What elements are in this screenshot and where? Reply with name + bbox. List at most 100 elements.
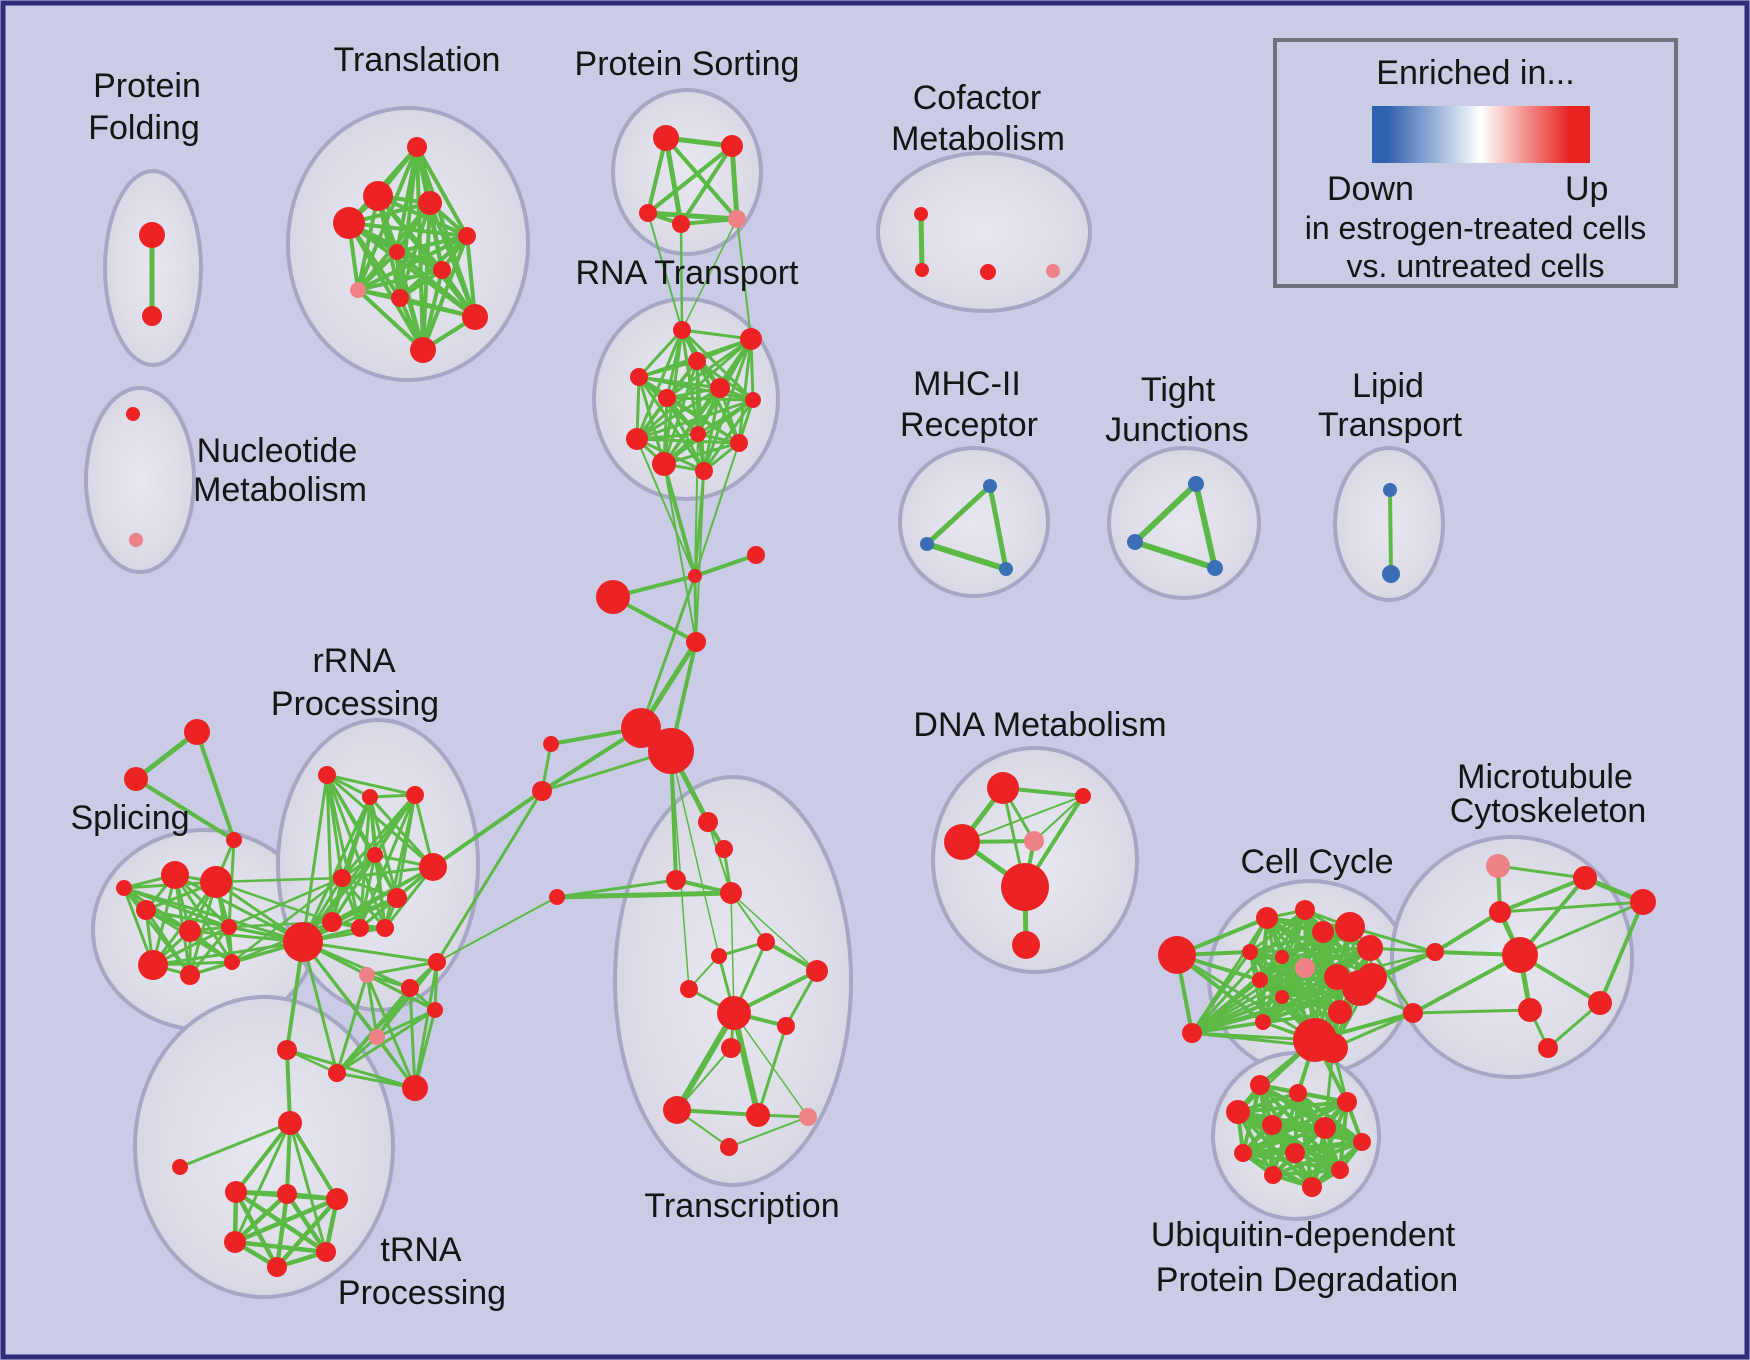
network-node[interactable] (428, 953, 446, 971)
network-node[interactable] (283, 922, 323, 962)
network-node[interactable] (129, 533, 143, 547)
network-node[interactable] (652, 452, 676, 476)
network-node[interactable] (1289, 1084, 1307, 1102)
network-node[interactable] (1250, 1075, 1270, 1095)
network-node[interactable] (225, 1181, 247, 1203)
network-node[interactable] (1127, 534, 1143, 550)
network-node[interactable] (914, 207, 928, 221)
network-node[interactable] (427, 1002, 443, 1018)
network-node[interactable] (1226, 1100, 1250, 1124)
network-node[interactable] (1275, 950, 1289, 964)
network-node[interactable] (549, 889, 565, 905)
network-node[interactable] (1357, 963, 1387, 993)
network-node[interactable] (1353, 1133, 1371, 1151)
network-node[interactable] (1337, 1092, 1357, 1112)
network-node[interactable] (1252, 972, 1268, 988)
network-node[interactable] (367, 847, 383, 863)
network-node[interactable] (389, 244, 405, 260)
network-node[interactable] (987, 772, 1019, 804)
network-node[interactable] (1403, 1003, 1423, 1023)
network-node[interactable] (1262, 1115, 1282, 1135)
network-node[interactable] (359, 967, 375, 983)
network-node[interactable] (532, 781, 552, 801)
network-node[interactable] (666, 870, 686, 890)
network-node[interactable] (172, 1159, 188, 1175)
network-node[interactable] (721, 1038, 741, 1058)
network-node[interactable] (138, 950, 168, 980)
network-node[interactable] (1335, 912, 1365, 942)
network-node[interactable] (1328, 1000, 1352, 1024)
network-node[interactable] (419, 853, 447, 881)
network-node[interactable] (980, 264, 996, 280)
network-node[interactable] (630, 368, 648, 386)
network-node[interactable] (1264, 1166, 1282, 1184)
network-node[interactable] (1314, 1117, 1336, 1139)
network-node[interactable] (745, 392, 761, 408)
network-node[interactable] (746, 1103, 770, 1127)
network-node[interactable] (136, 900, 156, 920)
network-node[interactable] (672, 215, 690, 233)
network-node[interactable] (1502, 937, 1538, 973)
network-node[interactable] (226, 832, 242, 848)
network-node[interactable] (1573, 866, 1597, 890)
network-node[interactable] (1518, 998, 1542, 1022)
network-node[interactable] (1075, 788, 1091, 804)
network-node[interactable] (277, 1040, 297, 1060)
network-node[interactable] (690, 426, 706, 442)
network-node[interactable] (1538, 1038, 1558, 1058)
network-node[interactable] (407, 137, 427, 157)
network-node[interactable] (680, 980, 698, 998)
network-node[interactable] (1295, 958, 1315, 978)
network-node[interactable] (333, 869, 351, 887)
network-node[interactable] (1275, 990, 1289, 1004)
network-node[interactable] (721, 135, 743, 157)
network-node[interactable] (224, 954, 240, 970)
network-node[interactable] (1242, 944, 1258, 960)
network-node[interactable] (1295, 900, 1315, 920)
network-node[interactable] (333, 207, 365, 239)
network-node[interactable] (458, 227, 476, 245)
network-node[interactable] (1318, 1033, 1348, 1063)
network-node[interactable] (1426, 943, 1444, 961)
network-node[interactable] (648, 728, 694, 774)
network-node[interactable] (1024, 831, 1044, 851)
network-node[interactable] (999, 562, 1013, 576)
network-node[interactable] (1489, 901, 1511, 923)
network-node[interactable] (673, 321, 691, 339)
network-node[interactable] (1588, 991, 1612, 1015)
network-node[interactable] (920, 537, 934, 551)
network-node[interactable] (1158, 936, 1196, 974)
network-node[interactable] (200, 866, 232, 898)
network-node[interactable] (1630, 889, 1656, 915)
network-node[interactable] (221, 919, 237, 935)
network-node[interactable] (639, 204, 657, 222)
network-node[interactable] (350, 282, 366, 298)
network-node[interactable] (369, 1029, 385, 1045)
network-node[interactable] (278, 1111, 302, 1135)
network-node[interactable] (387, 888, 407, 908)
network-node[interactable] (406, 786, 424, 804)
network-node[interactable] (402, 1075, 428, 1101)
network-node[interactable] (1331, 1161, 1349, 1179)
network-node[interactable] (351, 919, 369, 937)
network-node[interactable] (730, 434, 748, 452)
network-node[interactable] (326, 1188, 348, 1210)
network-node[interactable] (316, 1242, 336, 1262)
network-node[interactable] (720, 882, 742, 904)
network-node[interactable] (596, 580, 630, 614)
network-node[interactable] (1382, 565, 1400, 583)
network-node[interactable] (462, 304, 488, 330)
network-node[interactable] (224, 1231, 246, 1253)
network-node[interactable] (1012, 931, 1040, 959)
network-node[interactable] (1255, 1014, 1271, 1030)
network-node[interactable] (915, 263, 929, 277)
network-node[interactable] (322, 912, 342, 932)
network-node[interactable] (267, 1257, 287, 1277)
network-node[interactable] (658, 389, 676, 407)
network-node[interactable] (757, 933, 775, 951)
network-node[interactable] (543, 736, 559, 752)
network-node[interactable] (695, 462, 713, 480)
network-node[interactable] (161, 861, 189, 889)
network-node[interactable] (777, 1017, 795, 1035)
network-node[interactable] (653, 125, 679, 151)
